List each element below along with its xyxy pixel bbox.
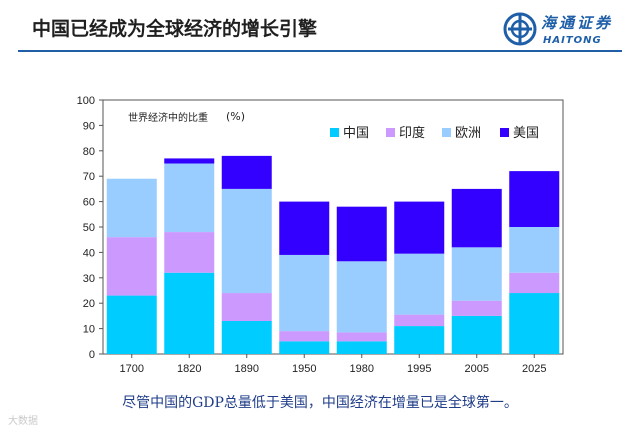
y-tick-label: 100 xyxy=(77,95,95,107)
bar-segment-2025 xyxy=(509,227,560,273)
bar-segment-1950 xyxy=(279,341,330,354)
bar-segment-1890 xyxy=(221,320,272,354)
company-logo: 海通证券 HAITONG xyxy=(503,8,623,52)
bar-segment-1995 xyxy=(394,253,445,315)
watermark: 大数据 xyxy=(8,416,38,427)
bar-segment-2005 xyxy=(451,300,502,316)
y-tick-label: 20 xyxy=(83,298,95,310)
bar-segment-1700 xyxy=(106,237,157,296)
bar-segment-1890 xyxy=(221,155,272,189)
y-tick-label: 40 xyxy=(83,247,95,259)
bar-segment-1950 xyxy=(279,254,330,332)
bar-segment-1820 xyxy=(164,272,215,354)
bar-segment-1980 xyxy=(336,332,387,342)
y-tick-label: 50 xyxy=(83,222,95,234)
y-tick-label: 90 xyxy=(83,120,95,132)
y-tick-label: 80 xyxy=(83,146,95,158)
y-tick-label: 10 xyxy=(83,324,95,336)
unit-label: (%) xyxy=(226,110,245,123)
bar-segment-1980 xyxy=(336,206,387,262)
legend-label: 印度 xyxy=(399,125,425,141)
legend-swatch xyxy=(386,128,395,137)
bar-segment-1820 xyxy=(164,158,215,164)
legend-swatch xyxy=(500,128,509,137)
bar-segment-1995 xyxy=(394,326,445,354)
bar-segment-2025 xyxy=(509,293,560,354)
bar-segment-2005 xyxy=(451,247,502,301)
x-tick-label: 1995 xyxy=(407,363,431,375)
bar-segment-2025 xyxy=(509,171,560,227)
logo-emblem-icon xyxy=(503,12,537,46)
legend-label: 欧洲 xyxy=(455,126,481,141)
x-tick-label: 1890 xyxy=(235,363,259,375)
logo-chinese-text: 海通证券 xyxy=(541,14,614,32)
x-tick-label: 1980 xyxy=(350,363,374,375)
x-tick-label: 1950 xyxy=(292,363,316,375)
chart-caption: 尽管中国的GDP总量低于美国，中国经济在增量已是全球第一。 xyxy=(122,395,518,411)
legend-label: 美国 xyxy=(513,126,539,141)
bar-segment-1995 xyxy=(394,201,445,254)
legend-label: 中国 xyxy=(343,126,369,141)
bar-segment-1820 xyxy=(164,163,215,233)
bar-segment-2005 xyxy=(451,188,502,248)
x-tick-label: 2025 xyxy=(522,363,546,375)
y-tick-label: 30 xyxy=(83,273,95,285)
bar-segment-1995 xyxy=(394,314,445,327)
bar-segment-1890 xyxy=(221,188,272,294)
bar-segment-1820 xyxy=(164,232,215,273)
x-tick-label: 1820 xyxy=(177,363,201,375)
chart-annotation: 世界经济中的比重 xyxy=(128,111,208,124)
legend-swatch xyxy=(442,128,451,137)
x-tick-label: 2005 xyxy=(465,363,489,375)
y-tick-label: 70 xyxy=(83,171,95,183)
bar-segment-2005 xyxy=(451,315,502,354)
bar-segment-1700 xyxy=(106,295,157,354)
y-tick-label: 0 xyxy=(89,349,95,361)
legend-swatch xyxy=(330,128,339,137)
x-tick-label: 1700 xyxy=(120,363,144,375)
bar-segment-1890 xyxy=(221,293,272,321)
slide-title: 中国已经成为全球经济的增长引擎 xyxy=(32,18,318,40)
bar-segment-1980 xyxy=(336,261,387,333)
bar-segment-1950 xyxy=(279,331,330,342)
y-tick-label: 60 xyxy=(83,197,95,209)
logo-english-text: HAITONG xyxy=(543,35,602,46)
bar-segment-2025 xyxy=(509,272,560,294)
bar-segment-1980 xyxy=(336,341,387,354)
bar-segment-1950 xyxy=(279,201,330,255)
title-divider xyxy=(18,50,622,52)
bar-segment-1700 xyxy=(106,178,157,238)
